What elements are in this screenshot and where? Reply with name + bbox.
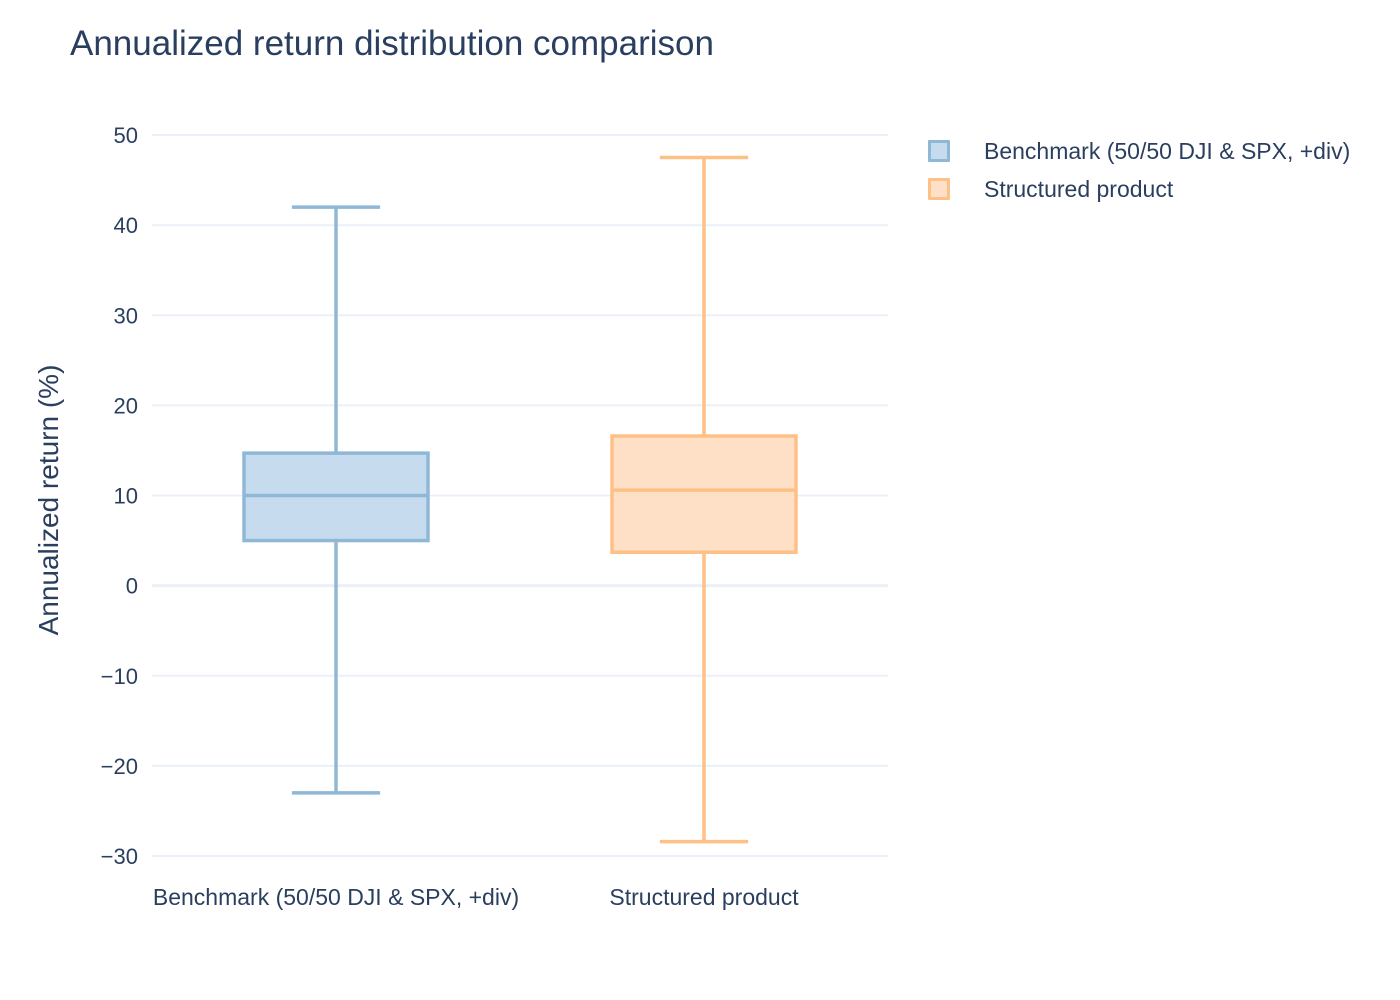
box-structured-product[interactable] [610,155,798,844]
legend: Benchmark (50/50 DJI & SPX, +div) Struct… [928,132,1350,208]
legend-item-structured-product[interactable]: Structured product [928,170,1350,208]
y-tick-label: −20 [101,754,138,779]
y-tick-label: −10 [101,664,138,689]
box-plots [242,155,798,844]
legend-swatch-benchmark [928,140,950,162]
y-axis-label: Annualized return (%) [33,365,64,636]
x-tick-label: Benchmark (50/50 DJI & SPX, +div) [153,884,519,910]
y-tick-label: −30 [101,844,138,869]
y-tick-label: 10 [114,484,138,509]
grid-lines [152,134,888,857]
y-tick-label: 20 [114,393,138,418]
y-tick-label: 30 [114,303,138,328]
x-axis-ticks: Benchmark (50/50 DJI & SPX, +div) Structu… [153,884,799,910]
box-benchmark[interactable] [242,205,430,795]
iqr-box [610,434,798,555]
chart-title: Annualized return distribution compariso… [70,24,714,63]
y-tick-label: 50 [114,123,138,148]
legend-item-benchmark[interactable]: Benchmark (50/50 DJI & SPX, +div) [928,132,1350,170]
y-tick-label: 40 [114,213,138,238]
legend-label-structured-product: Structured product [984,175,1174,202]
y-axis-ticks: 50 40 30 20 10 0 −10 −20 −30 [101,123,138,869]
x-tick-label: Structured product [609,884,799,910]
legend-swatch-structured-product [928,178,950,200]
legend-label-benchmark: Benchmark (50/50 DJI & SPX, +div) [984,137,1351,164]
y-tick-label: 0 [126,574,138,599]
